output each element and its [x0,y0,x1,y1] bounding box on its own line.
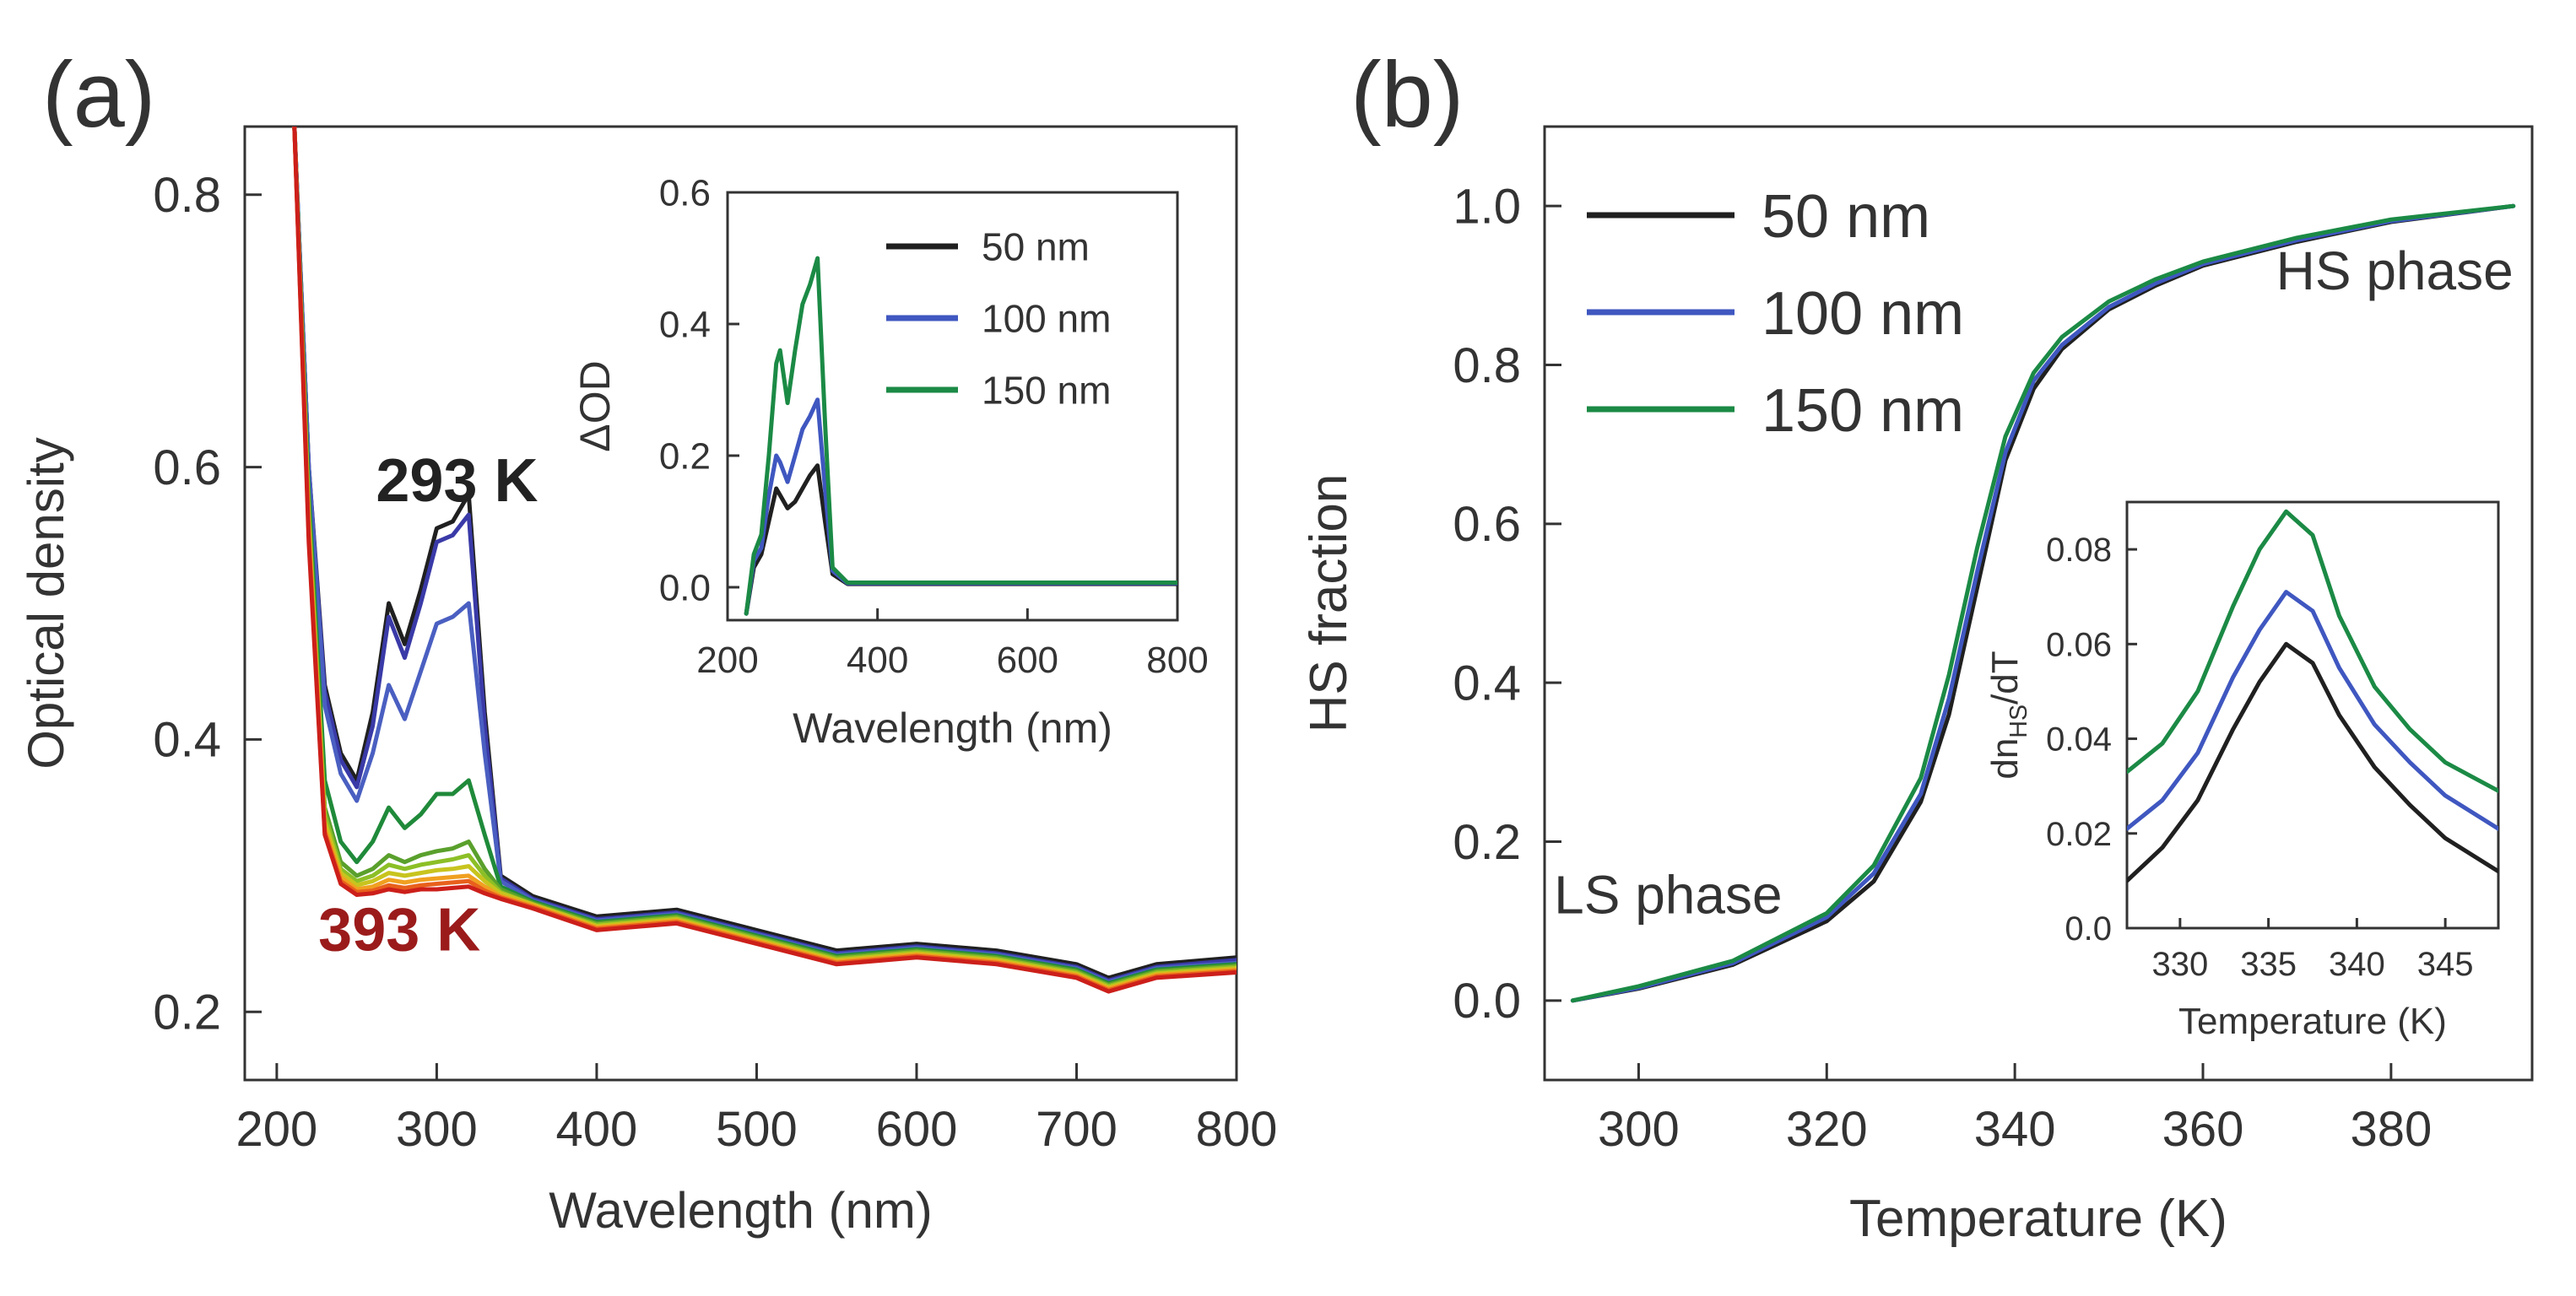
b-main-x-tick-label: 320 [1786,1102,1868,1157]
b-main-y-tick-label: 0.6 [1453,497,1521,552]
b-inset-y-tick-label: 0.0 [2065,910,2112,948]
a-main-x-axis-label: Wavelength (nm) [549,1182,933,1239]
a-main-x-tick-label: 200 [236,1102,318,1157]
b-main-x-tick-label: 360 [2162,1102,2244,1157]
a-inset-y-tick-label: 0.0 [659,567,711,608]
a-inset-plot-frame [726,191,1179,622]
a-inset-x-axis-label: Wavelength (nm) [793,705,1112,752]
a-inset-y-axis-label: ΔOD [571,360,619,451]
a-inset-series-line [744,256,1177,616]
b-inset-x-tick-label: 335 [2240,946,2297,983]
b-inset-y-axis-label-tail: /dT [1984,651,2026,705]
b-inset-series-line [2127,641,2498,883]
b-main-series-line [1570,203,2516,1003]
a-inset-x-tick-label: 600 [997,640,1058,681]
b-inset-x-tick-label: 330 [2151,946,2208,983]
a-inset-legend-label: 150 nm [982,369,1111,413]
b-main-legend-label: 50 nm [1762,183,1930,251]
b-inset-x-axis-label: Temperature (K) [2178,1001,2447,1042]
a-main-y-tick-label: 0.4 [153,713,221,768]
a-main-x-tick-label: 800 [1196,1102,1278,1157]
b-main-y-axis-label: HS fraction [1300,474,1358,733]
b-main-x-tick-label: 300 [1598,1102,1680,1157]
chart-b-inset: 330 335 340 345 0.0 0.02 0.04 0.06 0.08 Temperatu… [1984,500,2500,1042]
a-main-y-tick-label: 0.8 [153,168,221,223]
a-inset-x-tick-label: 800 [1146,640,1208,681]
a-inset-legend-label: 100 nm [982,297,1111,341]
a-main-x-tick-label: 400 [556,1102,638,1157]
a-main-y-tick-label: 0.2 [153,986,221,1040]
b-inset-series-line [2127,509,2498,793]
a-inset-y-tick-label: 0.6 [659,172,711,213]
b-main-series-group [1570,203,2516,1003]
b-inset-series-group [2127,509,2498,883]
a-main-x-tick-label: 700 [1036,1102,1118,1157]
b-inset-y-axis-label-main: dn [1984,738,2026,780]
b-main-annotation: LS phase [1554,864,1782,925]
a-inset-y-tick-label: 0.2 [659,435,711,477]
b-main-y-tick-label: 0.2 [1453,815,1521,870]
b-main-annotation: HS phase [2276,240,2514,301]
a-main-series-group [292,127,1237,994]
b-inset-y-axis-label-sub: HS [2005,705,2032,738]
b-inset-y-tick-label: 0.02 [2046,816,2112,853]
a-inset-legend-label: 50 nm [982,225,1090,269]
b-main-legend-label: 100 nm [1762,280,1964,348]
panel-a-label: (a) [42,43,155,147]
b-main-x-axis-label: Temperature (K) [1849,1190,2227,1248]
b-inset-x-tick-label: 340 [2329,946,2385,983]
a-main-y-tick-label: 0.6 [153,440,221,495]
a-main-annotation: 293 K [376,447,538,515]
chart-b-main: 300 320 340 360 380 0.0 0.2 0.4 0.6 0.8 1.0 Tempera… [1300,125,2534,1248]
b-main-y-tick-label: 0.8 [1453,338,1521,393]
b-inset-series-line [2127,590,2498,831]
b-main-x-tick-label: 380 [2350,1102,2432,1157]
a-inset-x-tick-label: 400 [847,640,908,681]
b-inset-x-tick-label: 345 [2417,946,2474,983]
chart-a-inset: 200 400 600 800 0.0 0.2 0.4 0.6 Wavelength (nm) Δ… [571,172,1209,752]
b-main-y-tick-label: 0.4 [1453,656,1521,710]
a-main-series-line [292,127,1237,994]
a-main-x-tick-label: 600 [876,1102,958,1157]
a-inset-series-group [744,256,1177,616]
a-main-x-tick-label: 300 [396,1102,478,1157]
b-main-series-line [1570,203,2516,1003]
b-inset-plot-frame [2125,500,2500,930]
b-inset-y-tick-label: 0.04 [2046,721,2112,759]
b-main-y-tick-label: 0.0 [1453,974,1521,1029]
panel-b-label: (b) [1350,43,1464,147]
b-main-legend-label: 150 nm [1762,377,1964,445]
b-main-x-tick-label: 340 [1974,1102,2056,1157]
a-inset-y-tick-label: 0.4 [659,304,711,345]
b-inset-y-tick-label: 0.08 [2046,532,2112,569]
b-inset-y-axis-label: dnHS/dT [1984,651,2032,779]
a-main-y-axis-label: Optical density [18,437,74,770]
a-inset-x-tick-label: 200 [696,640,758,681]
a-main-annotation: 393 K [318,897,480,964]
a-main-x-tick-label: 500 [716,1102,798,1157]
b-inset-y-tick-label: 0.06 [2046,626,2112,663]
b-main-y-tick-label: 1.0 [1453,179,1521,234]
